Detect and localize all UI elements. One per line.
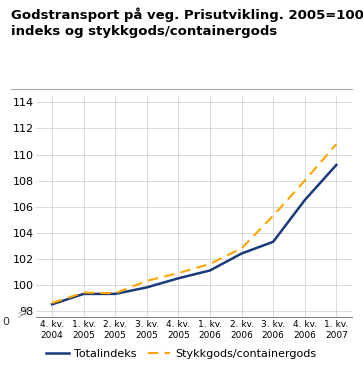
Line: Stykkgods/containergods: Stykkgods/containergods	[52, 144, 337, 303]
Totalindeks	[50, 302, 54, 307]
Stykkgods/containergods	[240, 246, 244, 251]
Stykkgods/containergods	[271, 214, 276, 218]
Legend: Totalindeks, Stykkgods/containergods: Totalindeks, Stykkgods/containergods	[42, 345, 321, 363]
Stykkgods/containergods	[334, 142, 339, 146]
Totalindeks	[144, 285, 149, 290]
Stykkgods/containergods	[113, 291, 118, 296]
Totalindeks	[176, 276, 181, 280]
Stykkgods/containergods	[303, 178, 307, 183]
Stykkgods/containergods	[176, 271, 181, 275]
Totalindeks	[208, 268, 212, 273]
Stykkgods/containergods	[144, 279, 149, 283]
Totalindeks	[303, 198, 307, 202]
Text: 0: 0	[3, 317, 9, 327]
Stykkgods/containergods	[208, 262, 212, 266]
Line: Totalindeks: Totalindeks	[52, 165, 337, 304]
Stykkgods/containergods	[82, 290, 86, 295]
Totalindeks	[271, 239, 276, 244]
Stykkgods/containergods	[50, 301, 54, 305]
Totalindeks	[334, 163, 339, 167]
Totalindeks	[113, 292, 118, 296]
Totalindeks	[82, 292, 86, 296]
Totalindeks	[240, 251, 244, 256]
Text: Godstransport på veg. Prisutvikling. 2005=100. Total-
indeks og stykkgods/contai: Godstransport på veg. Prisutvikling. 200…	[11, 7, 363, 38]
